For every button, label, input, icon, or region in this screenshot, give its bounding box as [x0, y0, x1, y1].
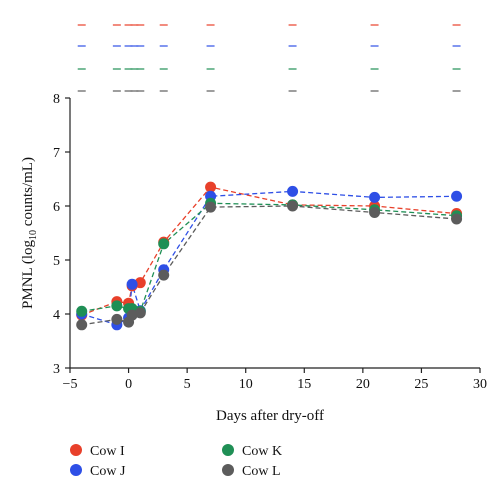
- y-axis-label-part-1: PMNL (log: [20, 239, 36, 309]
- data-point: [111, 300, 123, 312]
- y-axis-label-subscript: 10: [28, 230, 39, 240]
- series-line: [81, 190, 457, 326]
- legend-label: Cow K: [242, 444, 282, 459]
- data-point: [126, 278, 138, 290]
- y-axis-label-part-2: counts/mL): [20, 157, 36, 230]
- data-point: [76, 319, 88, 331]
- legend-marker: [70, 464, 82, 476]
- data-point: [134, 277, 146, 289]
- data-point: [451, 190, 463, 202]
- data-point: [76, 305, 88, 317]
- legend-label: Cow I: [90, 444, 125, 459]
- data-point: [287, 200, 299, 212]
- y-tick-label: 3: [53, 362, 60, 377]
- y-tick-label: 4: [53, 308, 60, 323]
- x-tick-label: 25: [414, 377, 428, 392]
- data-point: [111, 313, 123, 325]
- data-point: [369, 206, 381, 218]
- series-line: [81, 205, 457, 326]
- x-tick-label: 5: [184, 377, 191, 392]
- series-line: [81, 202, 457, 313]
- y-tick-label: 7: [53, 146, 60, 161]
- x-tick-label: 20: [356, 377, 370, 392]
- axes: −5 0 5 10 15 20 25 30 3 4 5 6 7 8: [53, 92, 487, 392]
- x-axis-label: Days after dry-off: [216, 408, 324, 424]
- legend-label: Cow L: [242, 464, 281, 479]
- x-tick-label: −5: [63, 377, 78, 392]
- x-tick-label: 0: [125, 377, 132, 392]
- series-line: [81, 186, 457, 316]
- data-point: [158, 269, 170, 281]
- x-tick-label: 30: [473, 377, 487, 392]
- y-tick-label: 6: [53, 200, 60, 215]
- legend-marker: [222, 464, 234, 476]
- legend-marker: [222, 444, 234, 456]
- data-point: [205, 181, 217, 193]
- y-axis-label: PMNL (log10 counts/mL): [20, 157, 39, 309]
- y-tick-label: 5: [53, 254, 60, 269]
- data-point: [287, 185, 299, 197]
- x-tick-label: 10: [239, 377, 253, 392]
- legend: Cow I Cow J Cow K Cow L: [70, 444, 282, 479]
- data-point: [158, 238, 170, 250]
- data-point: [205, 201, 217, 213]
- legend-marker: [70, 444, 82, 456]
- data-point: [369, 191, 381, 203]
- data-point: [134, 307, 146, 319]
- data-point: [451, 213, 463, 225]
- y-tick-label: 8: [53, 92, 60, 107]
- x-tick-label: 15: [297, 377, 311, 392]
- significance-marks: [77, 24, 461, 92]
- legend-label: Cow J: [90, 464, 126, 479]
- data-series: [76, 181, 463, 331]
